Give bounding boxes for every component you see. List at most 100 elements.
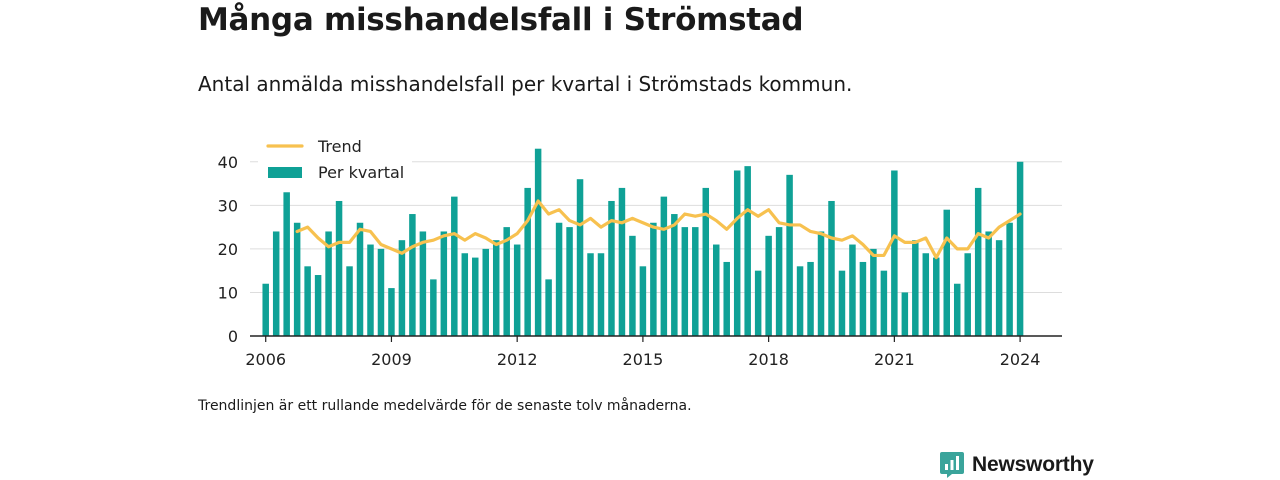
bar: [472, 257, 479, 336]
bar: [880, 270, 888, 336]
y-axis-ticks: 0 10 20 30 40: [218, 153, 238, 346]
trend-series: [295, 199, 1022, 260]
bar: [597, 253, 605, 336]
bar: [461, 253, 469, 336]
bar: [377, 248, 385, 336]
bar: [817, 231, 825, 336]
bar: [870, 248, 877, 336]
bar: [912, 240, 919, 336]
x-tick-label: 2006: [245, 350, 286, 369]
y-tick-label: 10: [218, 283, 238, 302]
bar: [786, 174, 793, 336]
legend-bar-swatch: [268, 167, 302, 178]
legend-background: [258, 132, 412, 190]
bar: [933, 257, 940, 336]
bar: [671, 214, 678, 336]
bar: [503, 227, 510, 336]
bar: [545, 279, 552, 336]
bar: [849, 244, 856, 336]
bar: [712, 244, 720, 336]
bar-series: [262, 148, 1024, 336]
page-subtitle: Antal anmälda misshandelsfall per kvarta…: [198, 72, 853, 96]
bar: [492, 240, 500, 336]
x-tick-label: 2015: [623, 350, 664, 369]
y-tick-label: 40: [218, 153, 238, 172]
bar: [618, 187, 626, 336]
x-tick-label: 2018: [748, 350, 789, 369]
bar: [587, 253, 594, 336]
bar: [398, 240, 406, 336]
bar: [974, 187, 982, 336]
bar: [388, 288, 395, 336]
bar: [828, 200, 835, 336]
bar: [765, 235, 772, 336]
chart: 2006 2009 2012 2015 2018 2021 2024 0 10 20 30 40 T…: [217, 132, 1062, 369]
bar: [733, 170, 741, 336]
bar: [807, 261, 814, 336]
bar: [692, 227, 699, 336]
bar: [964, 253, 971, 336]
bar: [639, 266, 647, 336]
bar: [272, 231, 280, 336]
page-title: Många misshandelsfall i Strömstad: [198, 2, 804, 38]
bar: [335, 200, 343, 336]
bar: [1006, 222, 1013, 336]
bar: [891, 170, 898, 336]
bar: [953, 283, 961, 336]
footnote: Trendlinjen är ett rullande medelvärde f…: [198, 398, 692, 414]
bar: [744, 166, 751, 336]
bar: [796, 266, 804, 336]
bar: [346, 266, 353, 336]
bar: [440, 231, 448, 336]
legend-bar-label: Per kvartal: [318, 163, 404, 182]
y-tick-label: 0: [228, 327, 238, 346]
bar: [566, 227, 573, 336]
brand-logo: Newsworthy: [940, 452, 1094, 478]
bar: [555, 222, 563, 336]
bar: [304, 266, 311, 336]
bar: [451, 196, 458, 336]
bar: [922, 253, 930, 336]
bar: [775, 227, 783, 336]
bar: [723, 261, 730, 336]
bar: [1016, 161, 1024, 336]
bar: [356, 222, 364, 336]
bar: [534, 148, 542, 336]
bar: [754, 270, 762, 336]
bar: [419, 231, 427, 336]
bar: [681, 227, 689, 336]
bar: [650, 222, 657, 336]
bar: [943, 209, 950, 336]
bar: [660, 196, 668, 336]
trend-line: [295, 199, 1022, 260]
bar: [367, 244, 374, 336]
bar: [702, 187, 710, 336]
bar: [859, 261, 867, 336]
bar: [314, 275, 322, 336]
bar: [629, 235, 636, 336]
y-tick-label: 30: [218, 196, 238, 215]
bar: [293, 222, 301, 336]
bar: [608, 200, 615, 336]
bar: [430, 279, 437, 336]
bar: [262, 283, 269, 336]
bar: [576, 179, 584, 336]
bar: [409, 214, 416, 336]
bar: [838, 270, 846, 336]
x-tick-label: 2024: [1000, 350, 1041, 369]
x-tick-label: 2009: [371, 350, 412, 369]
y-tick-label: 20: [218, 240, 238, 259]
legend-trend-label: Trend: [317, 137, 362, 156]
bar: [513, 244, 521, 336]
bar: [482, 248, 489, 336]
bar: [901, 292, 909, 336]
bar: [524, 187, 531, 336]
legend: Trend Per kvartal: [258, 132, 412, 190]
x-tick-label: 2012: [497, 350, 538, 369]
bar: [985, 231, 992, 336]
x-tick-label: 2021: [874, 350, 915, 369]
bar: [283, 192, 290, 336]
bar: [995, 240, 1003, 336]
x-axis: 2006 2009 2012 2015 2018 2021 2024: [245, 335, 1062, 369]
brand-name: Newsworthy: [972, 453, 1094, 476]
